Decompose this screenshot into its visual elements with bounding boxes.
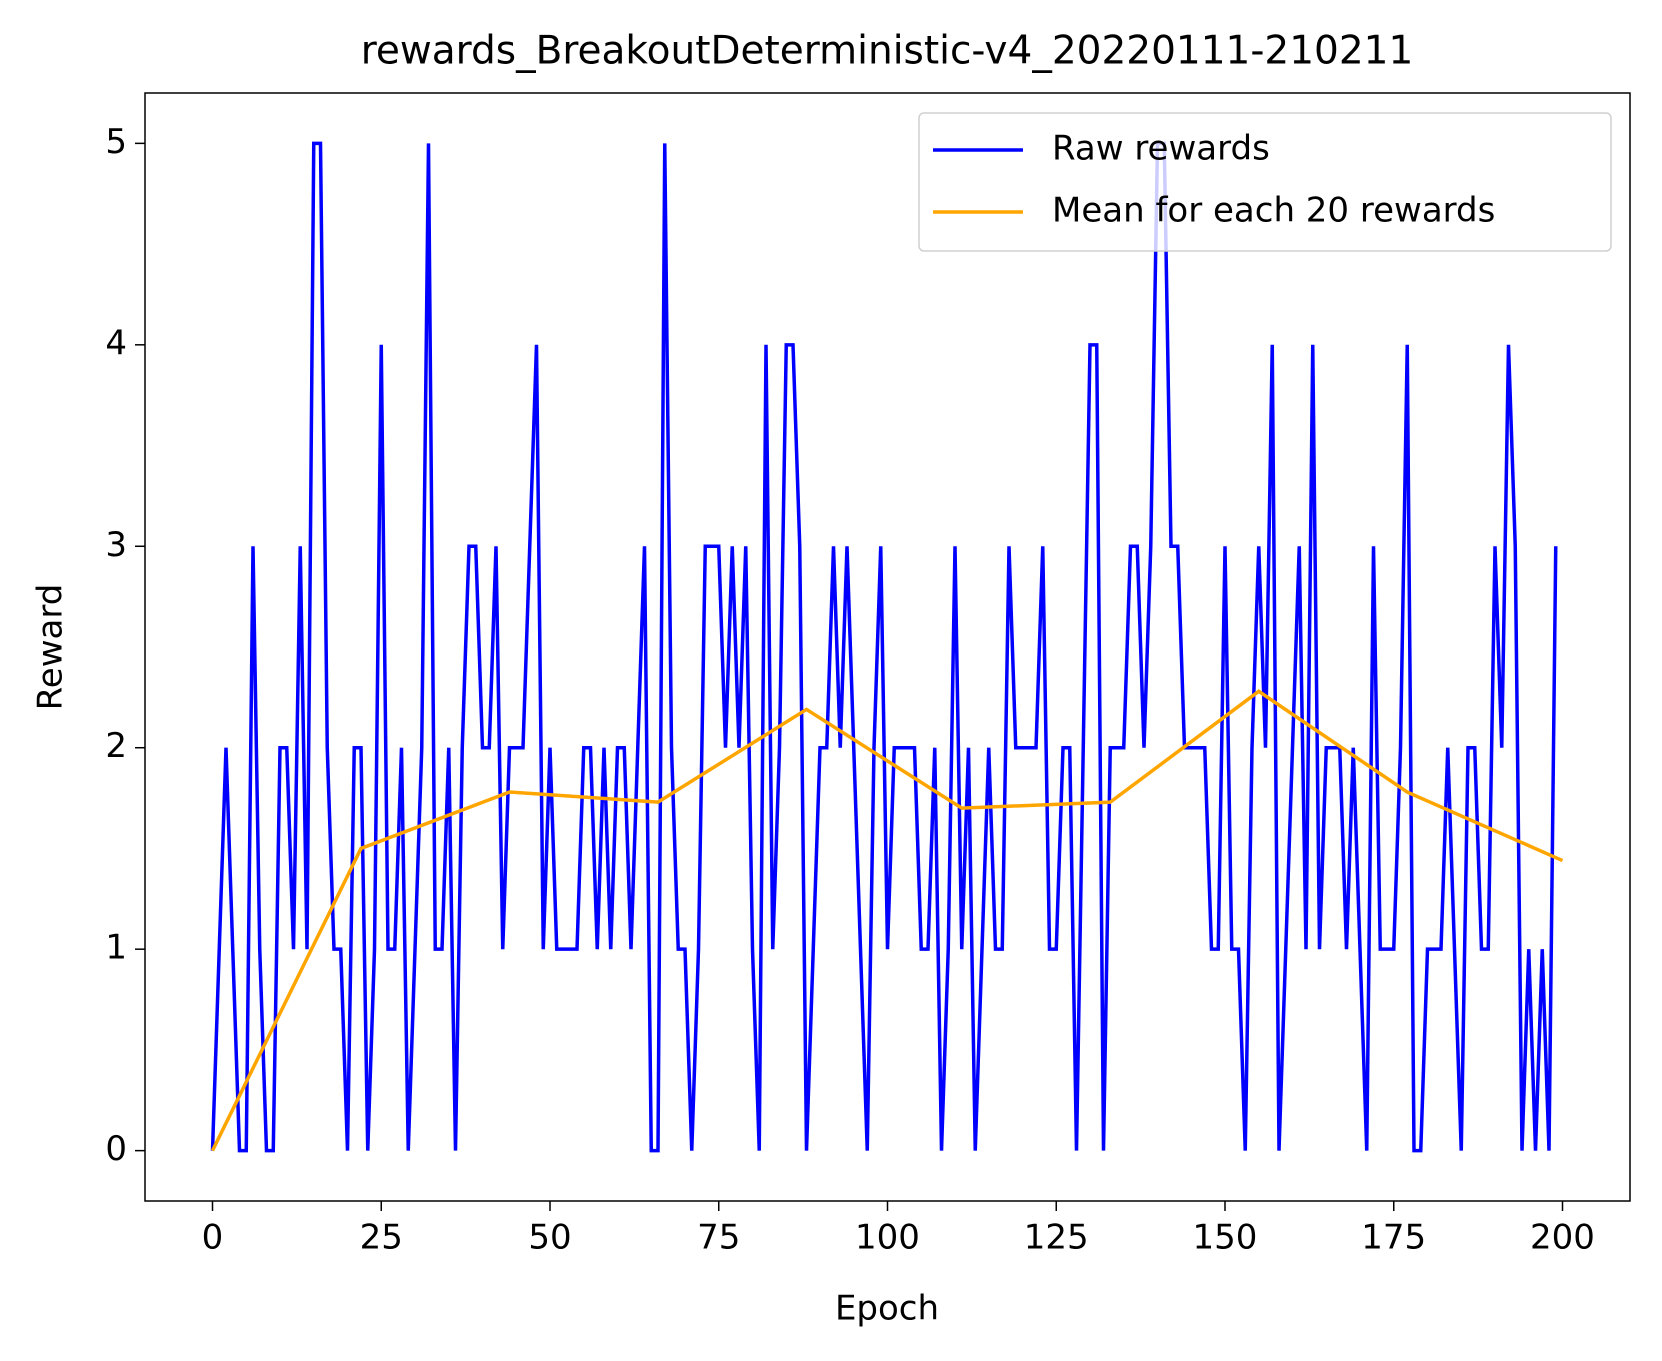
- plot-frame: [144, 92, 1631, 1202]
- y-tick-label: 5: [105, 122, 127, 162]
- line-series: [210, 141, 1558, 1153]
- y-tick-label: 0: [105, 1129, 127, 1169]
- y-axis-label: Reward: [31, 584, 71, 711]
- legend-label: Mean for each 20 rewards: [1052, 191, 1495, 231]
- line-series: [210, 689, 1564, 1152]
- x-tick-label: 125: [1024, 1218, 1089, 1258]
- x-axis-label: Epoch: [835, 1289, 939, 1329]
- x-tick-label: 175: [1361, 1218, 1426, 1258]
- y-tick-label: 4: [105, 323, 127, 363]
- x-tick-label: 150: [1193, 1218, 1258, 1258]
- x-tick-label: 100: [855, 1218, 920, 1258]
- legend-label: Raw rewards: [1052, 129, 1270, 169]
- y-tick-label: 1: [105, 928, 127, 968]
- x-tick-label: 50: [528, 1218, 571, 1258]
- y-tick-label: 3: [105, 525, 127, 565]
- x-tick-label: 200: [1530, 1218, 1595, 1258]
- y-tick-label: 2: [105, 726, 127, 766]
- x-tick-label: 25: [360, 1218, 403, 1258]
- legend-box: [918, 112, 1612, 252]
- x-tick-label: 0: [202, 1218, 224, 1258]
- chart-title: rewards_BreakoutDeterministic-v4_2022011…: [361, 29, 1414, 74]
- x-tick-label: 75: [697, 1218, 740, 1258]
